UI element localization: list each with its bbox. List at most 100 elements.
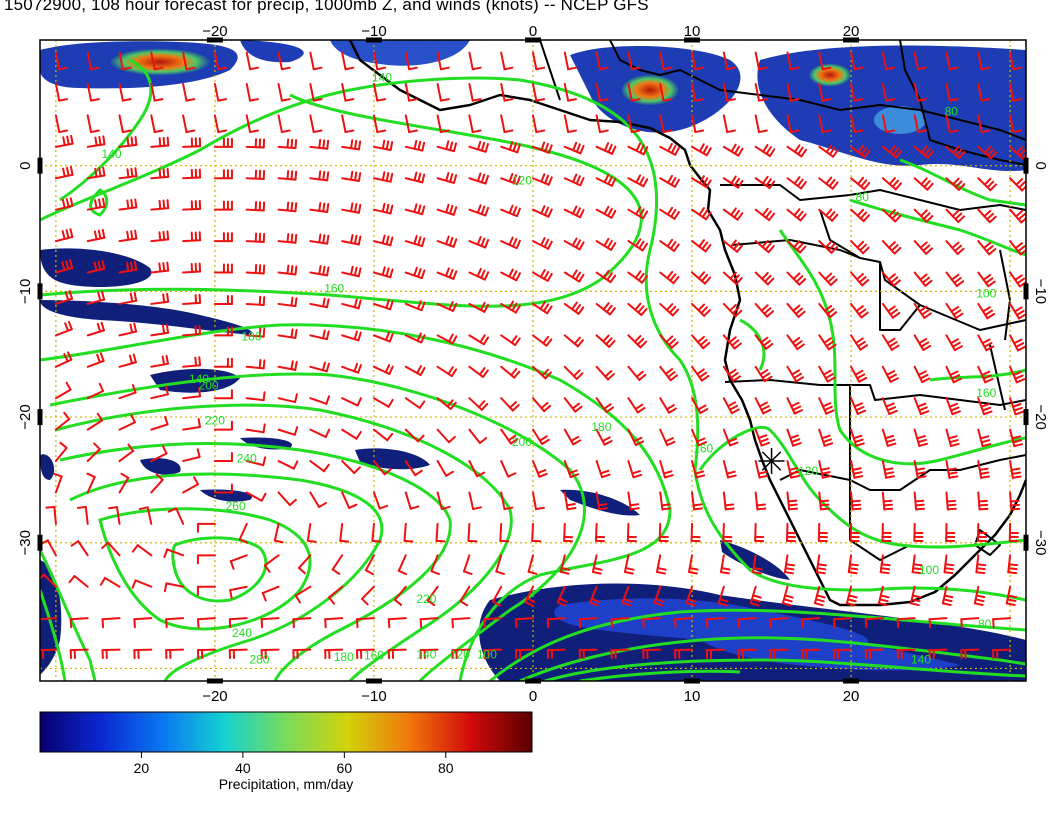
wind-barb-feather <box>698 239 706 248</box>
wind-barb-feather <box>703 309 711 317</box>
wind-barb-staff <box>309 334 328 341</box>
wind-barb-feather <box>413 171 418 182</box>
wind-barb-feather <box>357 203 362 214</box>
wind-barb-feather <box>856 409 867 415</box>
wind-barb-feather <box>1016 277 1026 285</box>
wind-barb-feather <box>158 231 162 242</box>
wind-barb-feather <box>1012 98 1023 102</box>
wind-barb-feather <box>705 179 712 189</box>
wind-barb-staff <box>133 648 153 652</box>
contour-line <box>40 76 1026 602</box>
wind-barb-staff <box>546 648 566 652</box>
wind-barb-feather <box>76 505 87 509</box>
wind-barb-feather <box>890 344 900 351</box>
wind-barb-staff <box>372 365 391 375</box>
wind-barb-staff <box>309 114 315 134</box>
wind-barb-feather <box>323 463 330 473</box>
wind-barb-staff <box>559 554 566 573</box>
wind-barb-feather <box>957 215 966 223</box>
wind-barb-feather <box>950 406 960 412</box>
wind-barb-feather <box>297 566 306 575</box>
wind-barb-feather <box>479 334 486 344</box>
colorbar-tick-label: 60 <box>337 760 353 776</box>
country-border <box>819 209 861 259</box>
wind-barb-feather <box>759 369 769 376</box>
wind-barb-staff <box>500 82 506 102</box>
wind-barb-staff <box>182 51 188 71</box>
wind-barb-feather <box>445 203 450 214</box>
wind-barb-feather <box>1015 178 1024 186</box>
wind-barb-feather <box>794 307 803 315</box>
wind-barb-feather <box>785 563 796 567</box>
wind-barb-staff <box>977 51 983 71</box>
wind-barb-feather <box>978 507 989 511</box>
wind-barb-staff <box>659 397 671 414</box>
wind-barb-feather <box>815 571 826 575</box>
wind-barb-feather <box>448 268 454 279</box>
wind-barb-feather <box>1017 245 1026 253</box>
wind-barb-feather <box>126 262 130 273</box>
wind-barb-feather <box>917 98 927 102</box>
wind-barb-feather <box>126 199 130 210</box>
wind-barb-feather <box>507 472 517 478</box>
wind-barb-feather <box>599 469 610 475</box>
wind-barb-staff <box>404 82 411 102</box>
wind-barb-feather <box>698 207 705 216</box>
wind-barb-feather <box>322 297 326 308</box>
contour-line <box>778 229 1026 466</box>
wind-barb-feather <box>919 273 928 281</box>
wind-barb-feather <box>894 214 902 223</box>
wind-barb-feather <box>792 405 802 411</box>
wind-barb-feather <box>1015 342 1025 348</box>
wind-barb-feather <box>663 474 674 479</box>
wind-barb-staff <box>722 428 732 447</box>
wind-barb-feather <box>1007 594 1018 599</box>
wind-barb-staff <box>404 114 411 134</box>
wind-barb-staff <box>146 506 153 525</box>
wind-barb-feather <box>476 236 482 246</box>
wind-barb-staff <box>341 334 360 342</box>
wind-barb-staff <box>500 365 516 379</box>
wind-barb-feather <box>793 176 801 185</box>
wind-barb-feather <box>126 136 130 147</box>
wind-barb-feather <box>688 567 699 571</box>
wind-barb-staff <box>720 554 725 574</box>
wind-barb-feather <box>700 273 709 282</box>
precip-core <box>620 74 680 106</box>
wind-barb-feather <box>484 239 490 249</box>
wind-barb-feather <box>917 129 927 134</box>
wind-barb-staff <box>468 460 479 478</box>
wind-barb-feather <box>262 359 266 370</box>
wind-barb-feather <box>510 335 518 344</box>
wind-barb-feather <box>923 180 931 188</box>
wind-barb-feather <box>133 322 138 333</box>
wind-barb-feather <box>638 208 645 218</box>
wind-barb-staff <box>404 334 423 344</box>
wind-barb-feather <box>885 66 896 71</box>
wind-barb-feather <box>262 456 267 467</box>
wind-barb-feather <box>852 434 863 440</box>
wind-barb-feather <box>923 147 931 157</box>
wind-barb-feather <box>527 570 538 575</box>
wind-barb-feather <box>607 175 613 186</box>
wind-barb-feather <box>825 144 833 154</box>
wind-barb-staff <box>627 114 633 134</box>
wind-barb-feather <box>821 98 832 102</box>
wind-barb-feather <box>885 438 896 444</box>
wind-barb-staff <box>563 460 572 479</box>
wind-barb-feather <box>1011 475 1022 479</box>
wind-barb-feather <box>540 205 546 215</box>
wind-barb-staff <box>467 522 471 542</box>
africa-coastline <box>348 40 1026 607</box>
wind-barb-feather <box>851 507 862 511</box>
wind-barb-staff <box>468 51 474 71</box>
wind-barb-feather <box>459 600 469 607</box>
wind-barb-feather <box>449 173 454 183</box>
wind-barb-feather <box>153 129 164 134</box>
wind-barb-feather <box>198 356 202 367</box>
wind-barb-staff <box>737 617 757 621</box>
wind-barb-feather <box>798 278 807 286</box>
wind-barb-feather <box>768 148 776 158</box>
wind-barb-staff <box>182 455 201 463</box>
wind-barb-feather <box>912 567 923 571</box>
